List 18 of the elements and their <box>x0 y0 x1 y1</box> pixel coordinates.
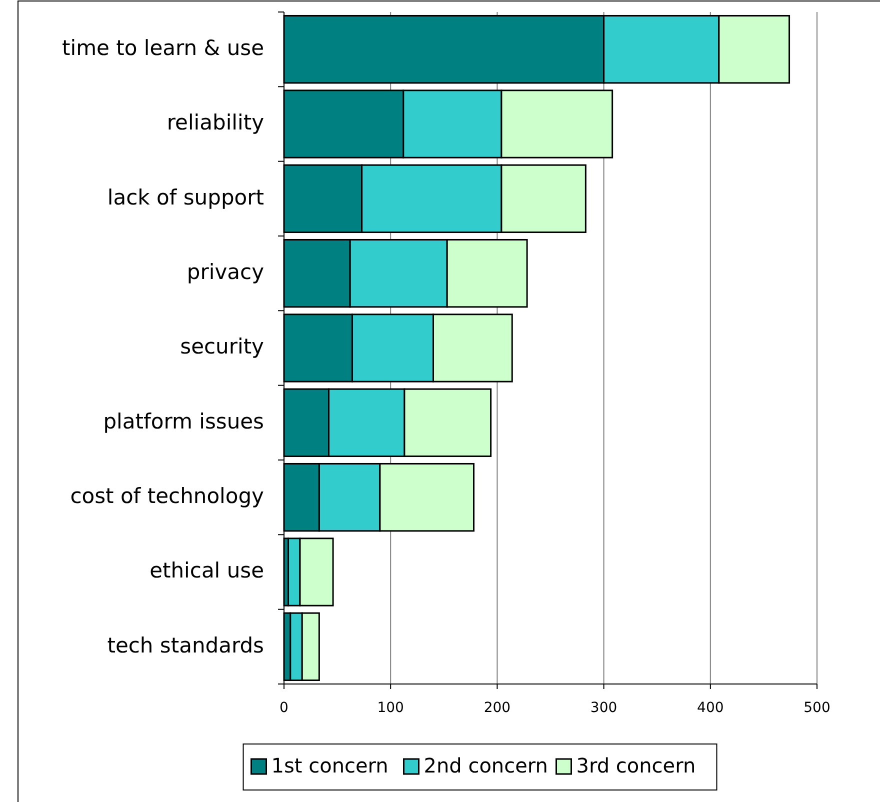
y-tick-label: privacy <box>186 260 264 284</box>
x-tick-label: 400 <box>697 700 724 716</box>
x-tick-label: 300 <box>590 700 618 716</box>
x-tick-label: 0 <box>280 700 288 716</box>
y-tick-label: tech standards <box>107 633 264 658</box>
legend-label: 1st concern <box>271 753 388 778</box>
legend-label: 2nd concern <box>424 753 548 778</box>
y-tick-label: security <box>180 334 264 359</box>
x-tick-label: 500 <box>804 700 830 716</box>
y-tick-label: reliability <box>166 110 264 135</box>
y-tick-label: time to learn & use <box>62 36 264 60</box>
legend-label: 3rd concern <box>576 753 696 778</box>
y-tick-label: platform issues <box>103 409 264 434</box>
y-tick-label: ethical use <box>150 558 264 583</box>
x-tick-label: 200 <box>484 700 511 716</box>
y-tick-label: cost of technology <box>70 484 264 508</box>
x-tick-label: 100 <box>377 700 404 716</box>
y-tick-label: lack of support <box>107 185 264 210</box>
